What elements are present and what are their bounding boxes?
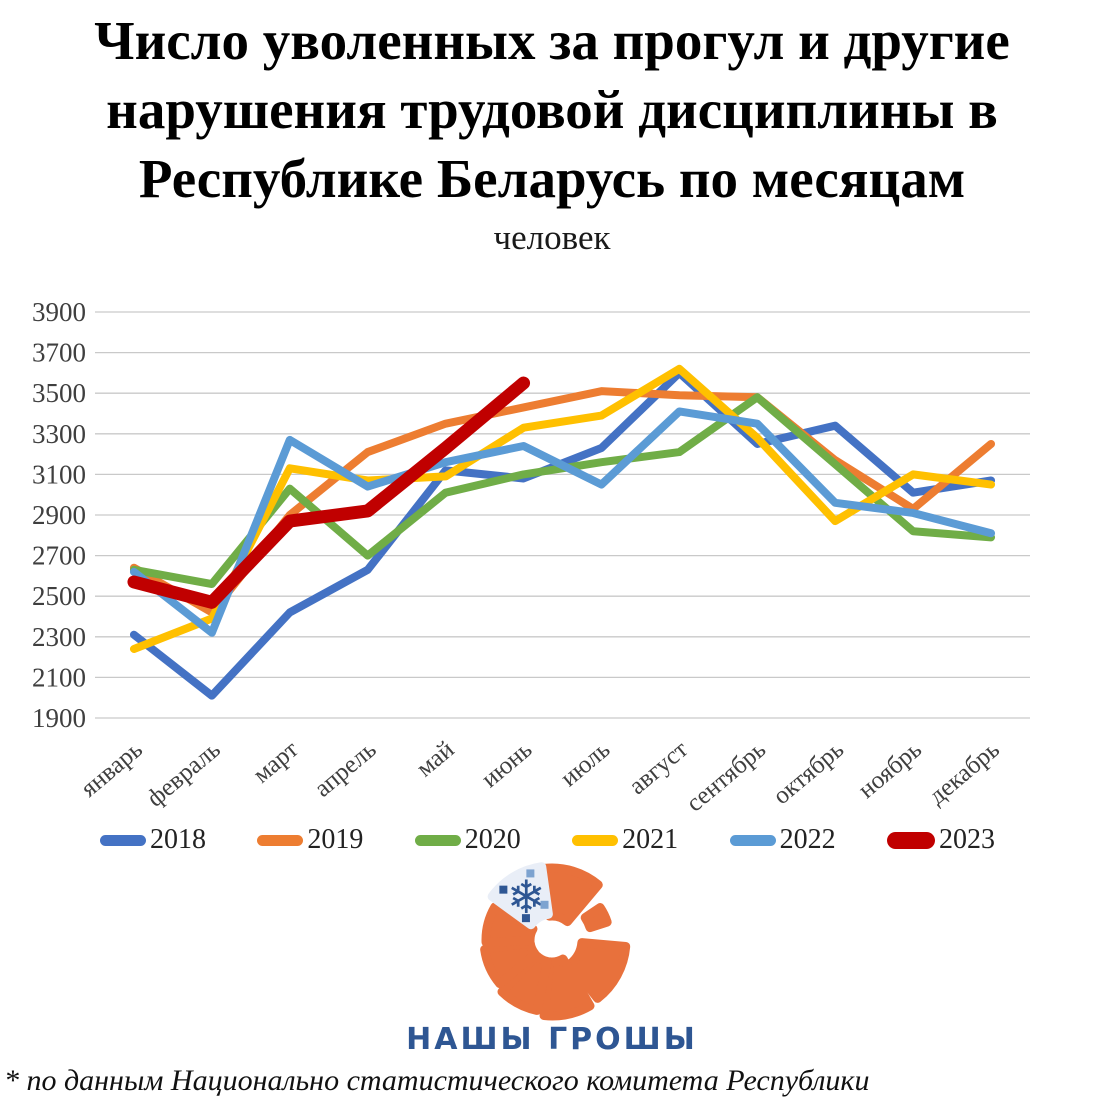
legend-label: 2020: [464, 824, 521, 855]
x-tick-label: апрель: [309, 736, 381, 803]
x-tick-label: сентябрь: [681, 736, 771, 815]
x-tick-label: июнь: [476, 736, 537, 793]
legend-swatch-2023: [886, 831, 935, 849]
nashy-groshy-logo: ❄: [0, 860, 1104, 1029]
y-tick-label: 1900: [32, 703, 86, 733]
x-tick-label: январь: [76, 736, 148, 803]
y-tick-label: 2300: [32, 622, 86, 652]
legend-label: 2021: [622, 824, 679, 855]
x-tick-label: март: [248, 736, 304, 789]
logo-wedge-top: [539, 863, 603, 927]
logo-coin-icon: ❄: [480, 862, 631, 1021]
legend-item-2022: 2022: [729, 824, 836, 856]
chart-title-line3: Республике Беларусь по месяцам: [138, 148, 966, 209]
x-tick-label: июль: [556, 736, 616, 792]
y-tick-label: 3100: [32, 459, 86, 489]
y-tick-label: 2500: [32, 581, 86, 611]
logo-wedge-notch: [580, 903, 612, 933]
ornament-square: [521, 914, 530, 923]
logo-wedge-upper-left: [481, 902, 538, 947]
y-tick-label: 2900: [32, 500, 86, 530]
chart-title-line1: Число уволенных за прогул и другие: [94, 10, 1010, 71]
x-tick-label: декабрь: [924, 736, 1005, 810]
legend-swatch-2018: [100, 834, 146, 846]
legend-swatch-2019: [257, 834, 304, 846]
legend-label: 2018: [150, 824, 206, 855]
ornament-square: [540, 900, 549, 909]
legend-swatch-2022: [729, 834, 776, 846]
legend-label: 2023: [938, 824, 995, 855]
source-footnote: * по данным Национально статистического …: [4, 1064, 870, 1097]
y-tick-label: 2700: [32, 541, 86, 571]
chart-subtitle: человек: [493, 218, 611, 257]
ornament-square: [499, 885, 508, 894]
y-tick-label: 3500: [32, 378, 86, 408]
ornament-square: [526, 869, 535, 878]
legend-swatch-2020: [414, 834, 461, 846]
x-tick-label: ноябрь: [853, 736, 927, 804]
legend-item-2021: 2021: [572, 824, 678, 856]
chart-title-line2: нарушения трудовой дисциплины в: [106, 79, 998, 140]
legend-label: 2022: [779, 824, 836, 855]
legend-swatch-2021: [572, 834, 619, 846]
logo-wedge-bottom: [539, 954, 595, 1021]
logo-wedge-left: [480, 938, 540, 989]
logo-text: НАШЫ ГРОШЫ: [406, 1022, 698, 1057]
legend-item-2018: 2018: [100, 824, 206, 856]
legend-item-2023: 2023: [886, 824, 995, 856]
line-chart: 1900 2100 2300 2500 2700 2900 3100 3300 3500 3700…: [32, 297, 1030, 815]
x-tick-label: май: [411, 736, 459, 782]
logo-wedge-right-bottom: [565, 938, 631, 1003]
legend-item-2020: 2020: [414, 824, 521, 856]
logo-wedge-bottom-left: [497, 951, 552, 1015]
x-tick-label: октябрь: [768, 736, 849, 810]
legend-item-2019: 2019: [257, 824, 363, 856]
y-tick-label: 2100: [32, 662, 86, 692]
x-tick-label: август: [624, 736, 693, 800]
y-tick-label: 3700: [32, 338, 86, 368]
y-tick-label: 3300: [32, 419, 86, 449]
chart-title: Число уволенных за прогул и другие наруш…: [0, 6, 1104, 213]
chart-legend: 2018 2019 2020 2021 2022 2023: [100, 820, 995, 860]
series-line-2022: [129, 407, 996, 637]
x-tick-label: февраль: [142, 736, 226, 812]
series-line-2023: [127, 376, 531, 609]
logo-ornament-patch: [487, 862, 553, 930]
series-line-2021: [129, 364, 996, 653]
y-tick-label: 3900: [32, 297, 86, 327]
legend-label: 2019: [307, 824, 364, 855]
